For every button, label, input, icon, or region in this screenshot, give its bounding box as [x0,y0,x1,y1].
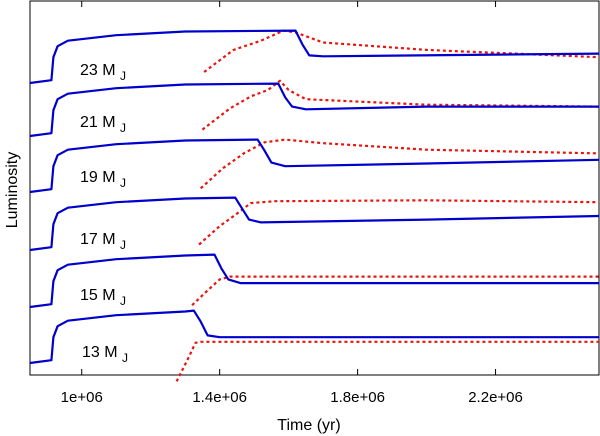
solid-curve-1 [29,253,599,309]
dashed-curve-4 [201,79,600,131]
x-tick-label-1: 1.4e+06 [192,389,247,406]
mass-label-1: 15 M J [80,287,126,308]
x-axis-label: Time (yr) [277,417,340,434]
x-tick-label-0: 1e+06 [61,389,103,406]
mass-labels-group: 13 M J 15 M J 17 M J 19 M J 21 M J 23 M J [80,62,128,365]
mass-label-0: 13 M J [82,344,128,365]
solid-curve-3 [29,138,600,194]
x-tick-label-2: 1.8e+06 [330,389,385,406]
mass-label-4: 21 M J [80,114,126,135]
dashed-curve-1 [191,275,599,306]
dashed-curve-2 [198,199,600,246]
dashed-curve-0 [175,340,599,382]
y-axis-label: Luminosity [4,152,21,228]
mass-label-3: 19 M J [80,169,126,190]
solid-curve-5 [29,29,600,85]
mass-label-5: 23 M J [80,62,126,83]
plot-frame [29,0,600,376]
solid-curve-0 [29,309,599,365]
curves-group [29,29,600,382]
solid-curve-4 [29,82,599,138]
dashed-curve-3 [199,138,600,190]
dashed-curve-5 [203,29,600,73]
mass-label-2: 17 M J [80,231,126,252]
x-tick-label-3: 2.2e+06 [468,389,523,406]
x-ticks-group: 1e+06 1.4e+06 1.8e+06 2.2e+06 [61,1,523,406]
solid-curve-2 [29,196,600,252]
